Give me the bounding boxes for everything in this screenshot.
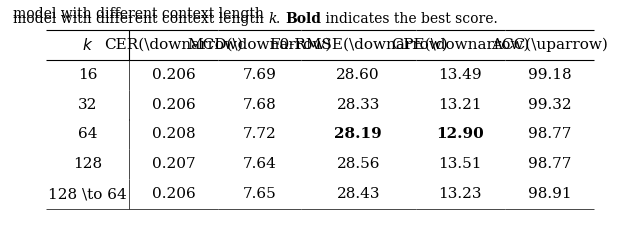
Text: indicates the best score.: indicates the best score. [321,12,498,26]
Text: .: . [276,12,285,26]
Text: k: k [268,12,276,26]
Text: model with different context length: model with different context length [13,12,268,26]
Text: model with different context length: model with different context length [13,7,268,21]
Text: Bold: Bold [285,12,321,26]
